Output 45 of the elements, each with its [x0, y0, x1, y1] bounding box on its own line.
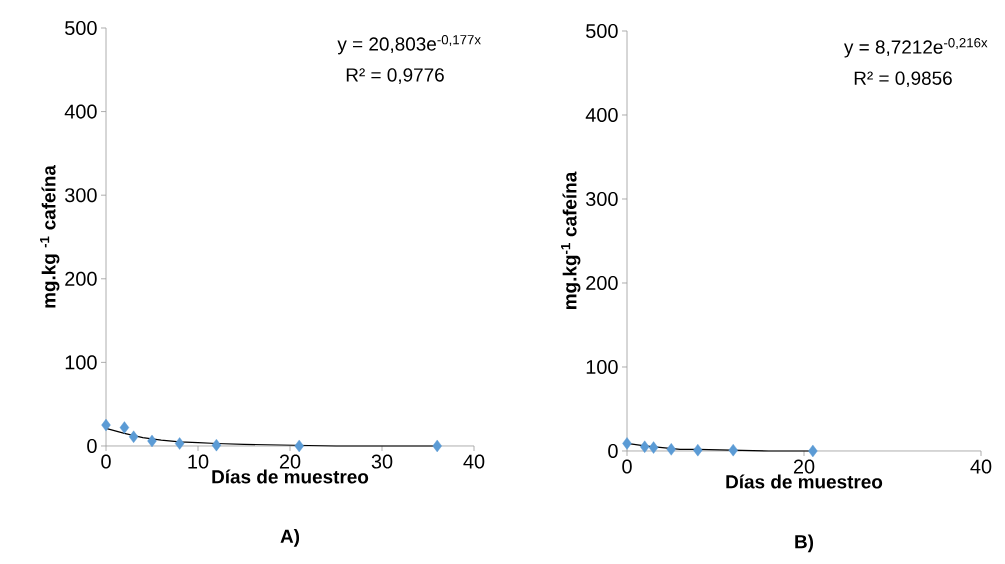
point — [622, 437, 632, 450]
annotation: R² = 0,9776 — [346, 68, 444, 84]
point — [119, 421, 130, 434]
point — [808, 444, 818, 458]
annotation: R² = 0,9856 — [854, 71, 952, 88]
x-axis-title: Días de muestreo — [726, 474, 883, 489]
y-axis-title: mg.kg$^{-1}$ cafeína — [561, 171, 581, 309]
x-tick-label: 40 — [970, 459, 992, 474]
y-tick-label: 0 — [608, 443, 618, 459]
x-tick-label: 30 — [371, 454, 393, 469]
point — [666, 443, 676, 456]
y-tick-label: 0 — [87, 438, 97, 454]
point — [174, 437, 185, 450]
y-tick-label: 200 — [65, 271, 97, 286]
y-tick-label: 400 — [585, 107, 618, 123]
point — [693, 443, 703, 457]
y-axis-title: mg.kg $^{-1}$ cafeína — [40, 164, 60, 308]
y-tick-label: 500 — [586, 23, 618, 39]
x-tick-label: 20 — [793, 459, 815, 474]
y-tick-label: 100 — [65, 355, 97, 370]
y-tick-label: 400 — [64, 104, 97, 119]
annotation: y = 8,7212e$^{-0,216x}$ — [844, 38, 988, 58]
x-tick-label: 40 — [463, 454, 485, 469]
text: A) — [280, 529, 300, 547]
x-tick-label: 10 — [188, 454, 209, 469]
point — [147, 434, 157, 448]
y-tick-label: 200 — [586, 275, 618, 291]
x-tick-label: 20 — [279, 454, 301, 469]
y-tick-label: 100 — [586, 359, 618, 375]
point — [640, 440, 650, 453]
point — [211, 438, 222, 452]
x-tick-label: 0 — [622, 459, 632, 474]
annotation: y = 20,803e$^{-0,177x}$ — [337, 34, 481, 55]
y-tick-label: 500 — [65, 20, 97, 36]
point — [648, 441, 659, 454]
y-tick-label: 300 — [586, 191, 618, 207]
point — [432, 439, 442, 453]
point — [128, 430, 139, 443]
point — [294, 439, 304, 453]
y-tick-label: 300 — [65, 188, 97, 203]
x-axis-title: Días de muestreo — [212, 469, 369, 484]
x-tick-label: 0 — [101, 454, 111, 469]
text: B) — [795, 534, 814, 553]
point — [728, 443, 738, 457]
point — [101, 418, 111, 432]
